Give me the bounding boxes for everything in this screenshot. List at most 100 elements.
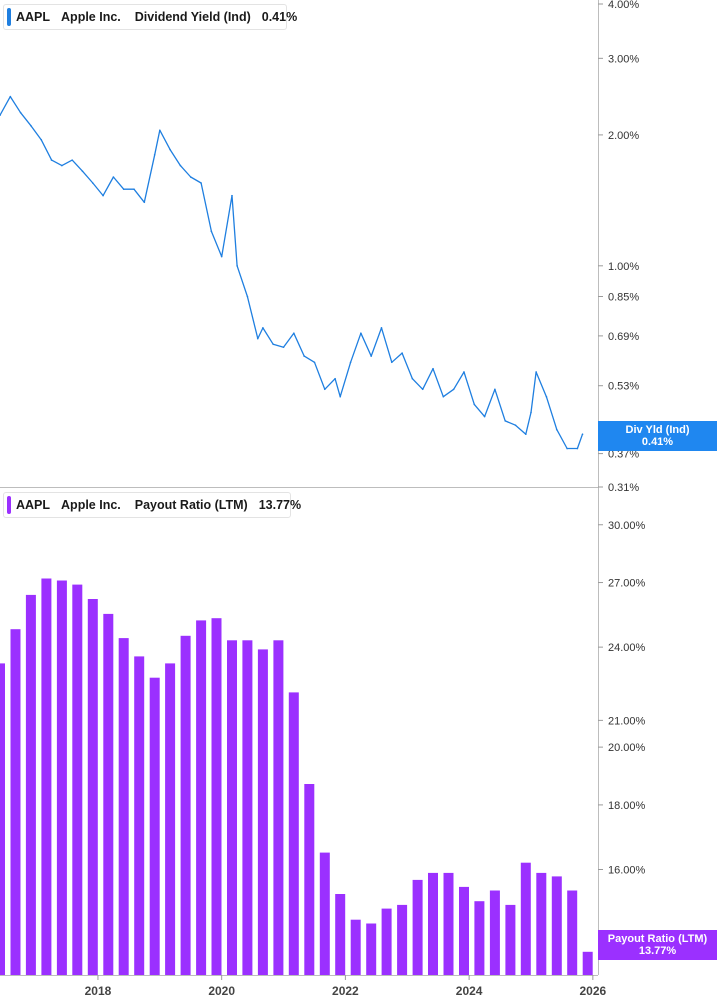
payout-ratio-bar bbox=[381, 908, 392, 975]
dividend-yield-point bbox=[401, 352, 403, 354]
dividend-yield-tag-label: Div Yld (Ind) bbox=[625, 424, 690, 436]
dividend-yield-tick-label: 0.85% bbox=[608, 292, 639, 304]
x-tick-label: 2020 bbox=[208, 984, 235, 998]
dividend-yield-point bbox=[40, 138, 43, 141]
payout-ratio-bar bbox=[103, 613, 114, 975]
dividend-yield-panel: 4.00% 3.00% 2.00% 1.00% 0.85% 0.69% 0.53% 0.37%… bbox=[0, 0, 639, 494]
dividend-yield-point bbox=[411, 377, 414, 380]
dividend-yield-point bbox=[236, 265, 238, 267]
payout-ratio-legend-metric: Payout Ratio (LTM) bbox=[134, 498, 248, 512]
dividend-yield-point bbox=[442, 395, 445, 398]
payout-ratio-bar bbox=[304, 784, 315, 975]
dividend-yield-point bbox=[30, 124, 32, 127]
dividend-yield-point bbox=[81, 170, 84, 173]
payout-ratio-tick-label: 18.00% bbox=[608, 800, 646, 812]
dividend-yield-point bbox=[463, 371, 465, 373]
payout-ratio-tick-label: 24.00% bbox=[608, 642, 646, 654]
x-tick-label: 2026 bbox=[579, 984, 606, 998]
payout-ratio-legend-ticker: AAPL bbox=[16, 498, 51, 512]
dividend-yield-point bbox=[143, 201, 146, 204]
dividend-yield-point bbox=[473, 403, 476, 406]
dividend-yield-point bbox=[122, 188, 125, 191]
payout-ratio-bar bbox=[366, 923, 377, 975]
dividend-yield-point bbox=[91, 182, 94, 184]
payout-ratio-bar bbox=[134, 656, 145, 975]
dividend-yield-point bbox=[256, 337, 259, 340]
payout-ratio-value-tag: Payout Ratio (LTM) 13.77% bbox=[598, 930, 717, 960]
dividend-yield-point bbox=[432, 367, 434, 370]
payout-ratio-bar bbox=[72, 584, 83, 975]
payout-ratio-legend: AAPL Apple Inc. Payout Ratio (LTM) 13.77… bbox=[3, 492, 301, 518]
dividend-yield-point bbox=[530, 411, 532, 414]
dividend-yield-point bbox=[262, 327, 264, 329]
x-tick-label: 2018 bbox=[85, 984, 112, 998]
payout-ratio-bar bbox=[505, 904, 516, 975]
dividend-yield-point bbox=[112, 176, 115, 178]
dividend-yield-point bbox=[504, 420, 507, 422]
payout-ratio-bar bbox=[196, 620, 207, 975]
dividend-yield-point bbox=[220, 255, 223, 258]
dividend-yield-point bbox=[555, 428, 558, 431]
dividend-yield-legend-ticker: AAPL bbox=[16, 10, 51, 24]
payout-ratio-legend-company: Apple Inc. bbox=[61, 498, 121, 512]
dividend-yield-point bbox=[566, 447, 568, 450]
payout-ratio-bar bbox=[10, 629, 21, 975]
dividend-yield-point bbox=[282, 346, 285, 348]
payout-ratio-bar bbox=[397, 904, 408, 975]
payout-ratio-tick-label: 20.00% bbox=[608, 742, 646, 754]
payout-ratio-bar bbox=[227, 640, 237, 975]
dividend-yield-legend: AAPL Apple Inc. Dividend Yield (Ind) 0.4… bbox=[3, 4, 297, 30]
dividend-yield-point bbox=[200, 182, 202, 184]
dividend-yield-tick-label: 0.53% bbox=[608, 381, 639, 393]
dividend-yield-point bbox=[525, 433, 527, 435]
payout-ratio-tick-label: 27.00% bbox=[608, 578, 646, 590]
dividend-yield-point bbox=[380, 327, 383, 329]
dividend-yield-point bbox=[231, 194, 233, 197]
payout-ratio-bar bbox=[25, 594, 36, 975]
dividend-yield-legend-metric: Dividend Yield (Ind) bbox=[134, 10, 251, 24]
dividend-yield-point bbox=[494, 388, 496, 391]
payout-ratio-bar bbox=[273, 640, 284, 975]
payout-ratio-bar bbox=[165, 663, 176, 975]
payout-ratio-legend-value: 13.77% bbox=[258, 498, 302, 512]
dividend-yield-point bbox=[179, 164, 182, 167]
dividend-yield-point bbox=[169, 148, 171, 151]
x-tick-label: 2024 bbox=[456, 984, 483, 998]
dividend-yield-tick-label: 4.00% bbox=[608, 0, 639, 11]
dividend-yield-tick-label: 3.00% bbox=[608, 53, 639, 65]
dividend-yield-point bbox=[71, 159, 73, 161]
dividend-yield-point bbox=[360, 332, 362, 334]
dividend-yield-point bbox=[452, 388, 455, 391]
dividend-yield-point bbox=[19, 111, 22, 114]
payout-ratio-bar bbox=[350, 919, 361, 975]
dividend-yield-point bbox=[514, 424, 517, 427]
payout-ratio-tag-label: Payout Ratio (LTM) bbox=[607, 933, 708, 945]
dividend-yield-point bbox=[334, 377, 336, 380]
payout-ratio-bar bbox=[520, 862, 531, 975]
payout-ratio-bar bbox=[412, 879, 423, 975]
payout-ratio-bar bbox=[489, 890, 500, 975]
payout-ratio-bar bbox=[257, 649, 268, 975]
dividend-yield-point bbox=[545, 395, 548, 398]
dividend-yield-point bbox=[370, 355, 372, 357]
payout-ratio-bar bbox=[211, 618, 222, 975]
payout-ratio-bar bbox=[428, 872, 438, 975]
dividend-yield-point bbox=[246, 295, 249, 298]
dividend-yield-point bbox=[61, 164, 63, 167]
payout-ratio-bar bbox=[443, 872, 454, 975]
payout-ratio-tick-label: 16.00% bbox=[608, 864, 646, 876]
payout-ratio-bar bbox=[118, 638, 129, 975]
dividend-yield-value-tag: Div Yld (Ind) 0.41% bbox=[598, 421, 717, 451]
payout-ratio-bar bbox=[242, 640, 253, 975]
dividend-yield-tick-label: 0.31% bbox=[608, 482, 639, 494]
dividend-yield-point bbox=[535, 371, 537, 373]
dividend-yield-tick-label: 0.69% bbox=[608, 331, 639, 343]
dividend-yield-point bbox=[303, 355, 305, 357]
payout-ratio-bar bbox=[335, 894, 346, 975]
dividend-yield-legend-value: 0.41% bbox=[261, 10, 298, 24]
dividend-yield-point bbox=[50, 159, 53, 161]
dividend-yield-point bbox=[210, 230, 213, 233]
dividend-yield-point bbox=[323, 388, 326, 391]
x-tick-label: 2022 bbox=[332, 984, 359, 998]
